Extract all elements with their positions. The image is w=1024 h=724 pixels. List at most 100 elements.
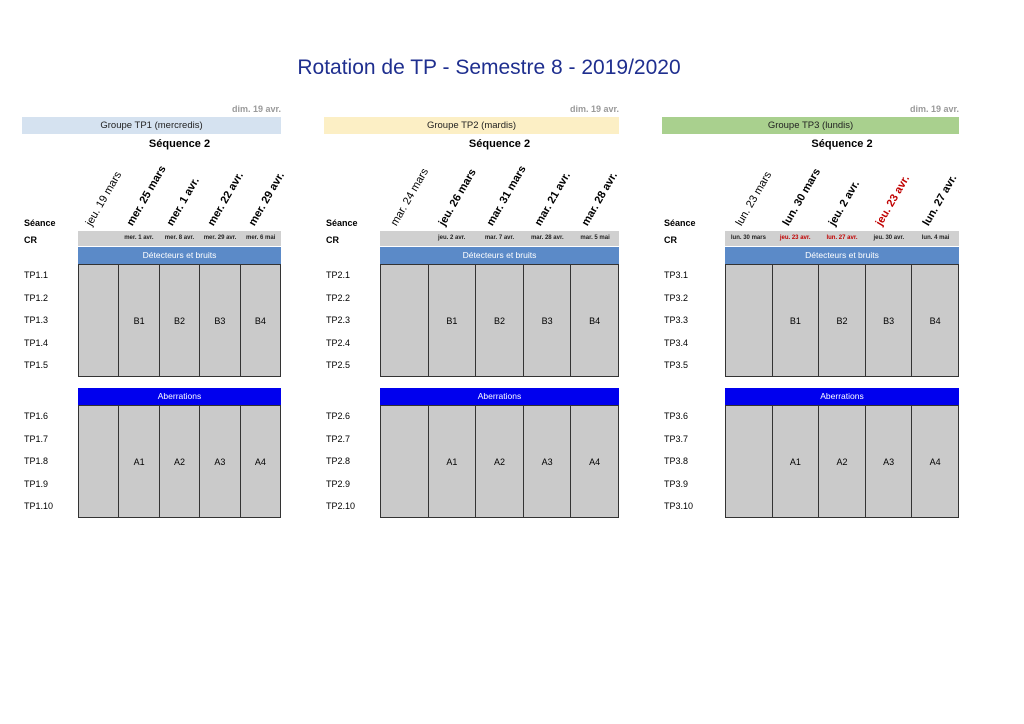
cell-code: A1: [789, 456, 801, 467]
grid-cell: B4: [239, 265, 280, 376]
cr-date: jeu. 23 avr.: [779, 235, 811, 241]
grid-cell: B3: [864, 265, 912, 376]
session-date: lun. 30 mars: [780, 166, 823, 228]
session-date-column: lun. 30 mars: [780, 166, 822, 228]
cell-code: B1: [446, 315, 458, 326]
session-date-column: lun. 23 mars: [733, 170, 774, 228]
session-date-column: mar. 28 avr.: [580, 170, 620, 228]
grid-cell: A1: [427, 406, 476, 517]
cr-date: mer. 29 avr.: [203, 235, 237, 241]
group-name-bar: Groupe TP3 (lundis): [662, 117, 959, 134]
cell-code: B2: [493, 315, 505, 326]
rotation-grid: B1 B2 B3 B4: [78, 264, 281, 377]
page-title: Rotation de TP - Semestre 8 - 2019/2020: [297, 56, 681, 79]
block-header-detecteurs: Détecteurs et bruits: [78, 247, 281, 264]
cell-code: B1: [789, 315, 801, 326]
grid-cell: [79, 406, 118, 517]
rotation-grid: A1 A2 A3 A4: [78, 405, 281, 518]
session-date: mar. 31 mars: [484, 163, 529, 228]
cr-date: jeu. 2 avr.: [438, 235, 466, 241]
session-date-column: mer. 22 avr.: [206, 170, 246, 228]
cell-code: A3: [214, 456, 226, 467]
cr-label: CR: [326, 235, 339, 245]
tp-row-label: TP2.4: [326, 337, 351, 348]
grid-cell: A4: [570, 406, 618, 517]
cr-date: mer. 1 avr.: [124, 235, 154, 241]
cr-date: lun. 30 mars: [730, 235, 766, 241]
cell-code: A2: [836, 456, 848, 467]
tp-row-label: TP2.10: [326, 501, 356, 511]
cell-code: B1: [133, 315, 145, 326]
seance-label: Séance: [326, 218, 358, 228]
grid-cell: B1: [771, 265, 819, 376]
block-header-aberrations: Aberrations: [380, 388, 619, 405]
grid-cell: B3: [522, 265, 571, 376]
tp-row-label: TP3.7: [664, 433, 689, 444]
sequence-label: Séquence 2: [468, 138, 531, 150]
grid-cell: A3: [199, 406, 239, 517]
session-date-column: mer. 25 mars: [124, 164, 168, 228]
tp-row-label: TP1.3: [24, 315, 49, 325]
cell-code: B4: [589, 315, 601, 326]
tp-row-label: TP1.9: [24, 478, 49, 489]
block-header-detecteurs: Détecteurs et bruits: [380, 247, 619, 264]
group-panel-2: dim. 19 avr. Groupe TP2 (mardis) Séquence …: [324, 100, 620, 530]
session-date: mar. 28 avr.: [579, 170, 621, 228]
cr-label: CR: [664, 235, 677, 245]
session-date-column: mar. 31 mars: [484, 164, 528, 228]
session-date-column: mer. 1 avr.: [165, 175, 202, 228]
tp-row-label: TP2.5: [326, 360, 351, 370]
cell-code: A4: [589, 456, 601, 467]
tp-row-label: TP3.8: [664, 456, 689, 466]
grid-cell: B2: [818, 265, 865, 376]
cell-code: B3: [541, 315, 553, 326]
tp-row-label: TP3.2: [664, 292, 689, 303]
cr-date: mar. 28 avr.: [530, 235, 564, 241]
grid-cell: A4: [911, 406, 958, 517]
session-date: jeu. 2 avr.: [826, 178, 863, 228]
seance-label: Séance: [24, 218, 56, 228]
tp-row-label: TP1.7: [24, 433, 49, 444]
rotation-grid: A1 A2 A3 A4: [380, 405, 619, 518]
grid-cell: [726, 406, 772, 517]
cell-code: A4: [254, 456, 266, 467]
block-header-aberrations: Aberrations: [725, 388, 959, 405]
cr-date: mar. 5 mai: [580, 235, 610, 241]
reference-date: dim. 19 avr.: [569, 104, 619, 114]
tp-row-label: TP2.8: [326, 456, 351, 466]
tp-row-label: TP3.10: [664, 501, 694, 511]
cr-date: mer. 6 mai: [245, 235, 276, 241]
grid-cell: B4: [911, 265, 958, 376]
grid-cell: B4: [570, 265, 618, 376]
cell-code: B3: [883, 315, 895, 326]
session-date: lun. 27 avr.: [920, 172, 960, 228]
session-date-column: jeu. 19 mars: [84, 170, 125, 228]
tp-row-label: TP3.4: [664, 337, 689, 348]
cr-dates-bar: mer. 1 avr. mer. 8 avr. mer. 29 avr. mer. 6…: [78, 231, 281, 246]
tp-row-label: TP1.5: [24, 360, 49, 370]
cr-date: lun. 27 avr.: [826, 235, 858, 241]
cell-code: B2: [836, 315, 848, 326]
tp-row-label: TP3.9: [664, 478, 689, 489]
cr-label: CR: [24, 235, 37, 245]
grid-cell: A3: [864, 406, 912, 517]
tp-row-label: TP2.9: [326, 478, 351, 489]
tp-row-label: TP1.10: [24, 501, 54, 511]
grid-cell: [381, 406, 428, 517]
session-date: jeu. 26 mars: [436, 166, 479, 228]
grid-cell: [79, 265, 118, 376]
tp-row-label: TP1.4: [24, 337, 49, 348]
cell-code: A3: [883, 456, 895, 467]
cr-date: [78, 231, 119, 246]
session-date-column: lun. 27 avr.: [921, 173, 960, 228]
cell-code: A2: [493, 456, 505, 467]
tp-row-label: TP2.7: [326, 433, 351, 444]
tp-row-label: TP3.1: [664, 270, 689, 280]
cell-code: A2: [174, 456, 186, 467]
tp-row-label: TP3.6: [664, 411, 689, 421]
tp-row-label: TP2.6: [326, 411, 351, 421]
cr-dates-bar: jeu. 2 avr. mar. 7 avr. mar. 28 avr. mar. 5…: [380, 231, 619, 246]
sequence-label: Séquence 2: [148, 138, 211, 150]
group-name-bar: Groupe TP1 (mercredis): [22, 117, 281, 134]
group-panel-3: dim. 19 avr. Groupe TP3 (lundis) Séquence …: [662, 100, 959, 530]
